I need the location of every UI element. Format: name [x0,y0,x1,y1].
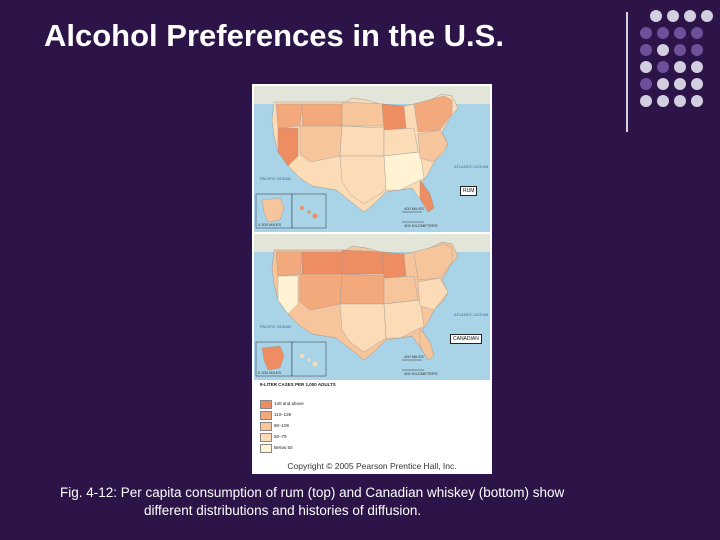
alaska [261,197,285,223]
slide-title: Alcohol Preferences in the U.S. [44,18,504,53]
hawaii [300,354,304,358]
region-northeast [413,243,453,281]
region-florida [419,327,435,361]
rum-map: PACIFIC OCEAN ATLANTIC OCEAN RUM 400 MIL… [254,86,490,232]
decorative-dot [640,44,652,56]
atlantic-label: ATLANTIC OCEAN [454,164,489,169]
region-mountain-north [301,103,343,127]
legend-item: 110–139 [260,411,350,420]
decorative-dot [691,44,703,56]
caption-line-1: Fig. 4-12: Per capita consumption of rum… [60,485,565,500]
legend-swatch [260,400,272,409]
canadian-whiskey-map: PACIFIC OCEAN ATLANTIC OCEAN CANADIAN 40… [254,234,490,380]
decorative-dot [674,61,686,73]
decorative-dot [667,10,679,22]
region-midwest [383,127,419,157]
pacific-label: PACIFIC OCEAN [260,176,291,181]
legend-item: 140 and above [260,400,350,409]
map-title-canadian: CANADIAN [450,334,482,344]
region-upper-midwest [381,251,407,279]
region-west-coast [277,275,299,315]
legend-label: 50–79 [274,434,287,439]
region-mid-atlantic [417,277,449,311]
decorative-dot [701,10,713,22]
decorative-dot [640,78,652,90]
scale-km: 400 KILOMETERS [404,223,438,228]
legend-label: Below 50 [274,445,293,450]
region-southeast [383,151,425,191]
decorative-dot [657,95,669,107]
region-midwest [383,275,419,305]
inset-scale: 0 200 MILES [258,222,282,227]
region-northeast [413,95,453,133]
decorative-dot [674,44,686,56]
pacific-label: PACIFIC OCEAN [260,324,291,329]
legend-swatch [260,444,272,453]
legend-swatch [260,422,272,431]
decorative-dot [657,61,669,73]
copyright-notice: Copyright © 2005 Pearson Prentice Hall, … [287,461,457,471]
rum-map-graphic [254,86,490,229]
scale-miles: 400 MILES [404,354,424,359]
decorative-dot [674,27,686,39]
map-figure: PACIFIC OCEAN ATLANTIC OCEAN RUM 400 MIL… [252,84,492,474]
decorative-dot [691,27,703,39]
legend-item: Below 50 [260,444,350,453]
scale-km: 400 KILOMETERS [404,371,438,376]
map-title-rum: RUM [460,186,478,196]
region-southeast [383,299,425,339]
canadian-map-graphic [254,234,490,377]
decorative-dot [657,27,669,39]
decorative-dot [684,10,696,22]
decorative-dot [674,78,686,90]
region-plains-central [339,125,385,157]
map-legend: 9-LITER CASES PER 1,000 ADULTS 140 and a… [260,382,360,460]
decorative-dot [691,78,703,90]
inset-scale: 0 200 MILES [258,370,282,375]
region-upper-midwest [381,103,407,131]
region-west-coast [277,127,299,167]
region-mountain-south [299,125,343,163]
scale-miles: 400 MILES [404,206,424,211]
caption-line-2: different distributions and histories of… [144,503,422,518]
region-northwest [275,103,303,129]
legend-label: 140 and above [274,401,304,406]
legend-swatch [260,433,272,442]
decorative-dot [640,95,652,107]
region-northwest [275,251,303,277]
alaska [261,345,285,371]
region-plains-north [341,101,385,127]
region-mountain-north [301,251,343,275]
decorative-dot [691,61,703,73]
legend-label: 110–139 [274,412,292,417]
decorative-dot [674,95,686,107]
atlantic-label: ATLANTIC OCEAN [454,312,489,317]
decorative-dot [657,44,669,56]
legend-label: 80–109 [274,423,290,428]
region-florida [419,179,435,213]
decorative-dot [640,27,652,39]
decorative-divider [626,12,628,132]
legend-item: 80–109 [260,422,350,431]
decorative-dot [650,10,662,22]
decorative-dot [657,78,669,90]
decorative-dot [640,61,652,73]
legend-swatch [260,411,272,420]
region-plains-north [341,249,385,275]
legend-item: 50–79 [260,433,350,442]
region-mid-atlantic [417,129,449,163]
hawaii [300,206,304,210]
region-mountain-south [299,273,343,311]
legend-title: 9-LITER CASES PER 1,000 ADULTS [260,382,336,387]
region-plains-central [339,273,385,305]
decorative-dot [691,95,703,107]
figure-caption: Fig. 4-12: Per capita consumption of rum… [60,484,700,520]
